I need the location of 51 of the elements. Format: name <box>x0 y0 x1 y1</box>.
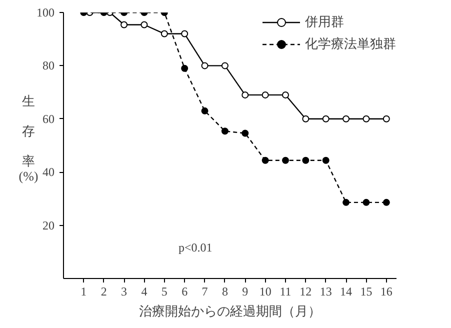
point <box>322 156 330 164</box>
x-tick-label: 16 <box>380 284 392 298</box>
annotation: p<0.01 <box>178 240 212 255</box>
point <box>242 91 249 98</box>
point <box>362 198 370 206</box>
x-tick-label: 9 <box>242 284 248 298</box>
x-tick-label: 6 <box>182 284 188 298</box>
point <box>282 91 289 98</box>
y-tick-label: 20 <box>42 218 54 232</box>
point <box>342 198 350 206</box>
y-axis-title: 生存率(%) <box>18 94 38 184</box>
point <box>221 62 228 70</box>
y-tick-label: 80 <box>42 58 54 73</box>
x-tick-label: 11 <box>280 284 292 298</box>
point <box>262 91 269 98</box>
x-tick-label: 14 <box>340 284 352 298</box>
point <box>342 115 350 122</box>
point <box>382 198 390 206</box>
x-tick-label: 3 <box>121 284 128 298</box>
legend-label: 化学療法単独群 <box>305 35 396 53</box>
y-tick-label: 100 <box>36 6 54 20</box>
point <box>181 64 188 72</box>
point <box>302 115 310 122</box>
x-tick-label: 15 <box>360 284 372 298</box>
x-tick-label: 10 <box>259 284 272 298</box>
point <box>201 62 208 70</box>
point <box>140 21 148 28</box>
point <box>282 156 289 164</box>
point <box>322 115 330 122</box>
x-tick-label: 8 <box>222 284 228 298</box>
point <box>262 156 269 164</box>
y-tick-label: 60 <box>42 112 54 126</box>
x-axis-title: 治療開始からの経過期間（月） <box>139 304 321 318</box>
point <box>221 128 228 135</box>
point <box>382 115 390 122</box>
point <box>181 30 188 38</box>
point <box>302 156 310 164</box>
x-tick-label: 4 <box>141 284 148 298</box>
point <box>160 30 168 38</box>
x-tick-label: 12 <box>300 284 312 298</box>
x-tick-label: 1 <box>80 284 87 298</box>
point <box>120 21 128 28</box>
x-tick-label: 5 <box>161 284 168 298</box>
y-tick-label: 40 <box>42 165 54 180</box>
legend-label: 併用群 <box>305 13 344 31</box>
point <box>201 107 208 114</box>
x-tick-label: 13 <box>320 284 332 298</box>
x-tick-label: 2 <box>100 284 107 298</box>
x-tick-label: 7 <box>202 284 208 298</box>
point <box>362 115 370 122</box>
point <box>242 130 249 137</box>
